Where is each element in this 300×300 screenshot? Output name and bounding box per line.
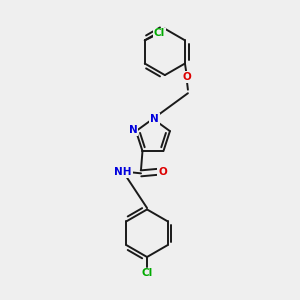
Text: O: O [182,72,191,82]
Text: NH: NH [114,167,132,177]
Text: N: N [150,114,159,124]
Text: N: N [129,125,137,135]
Text: Cl: Cl [141,268,153,278]
Text: Cl: Cl [153,28,165,38]
Text: O: O [158,167,167,177]
